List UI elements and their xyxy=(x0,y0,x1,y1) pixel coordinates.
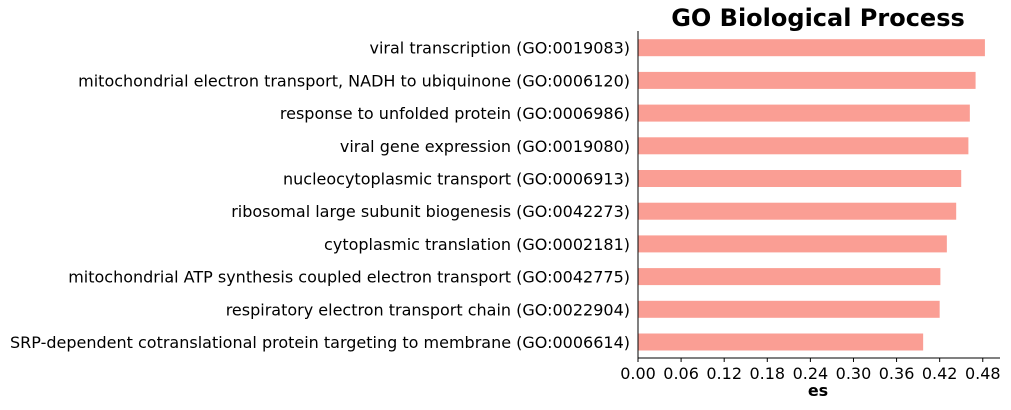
bar xyxy=(638,268,941,286)
x-tick-label: 0.12 xyxy=(706,364,742,383)
x-tick-label: 0.24 xyxy=(793,364,829,383)
chart-title: GO Biological Process xyxy=(671,4,965,32)
category-label: ribosomal large subunit biogenesis (GO:0… xyxy=(231,202,630,221)
bar xyxy=(638,333,924,351)
category-labels: viral transcription (GO:0019083) mitochon… xyxy=(10,39,630,352)
category-label: SRP-dependent cotranslational protein ta… xyxy=(10,333,630,352)
x-tick-label: 0.30 xyxy=(836,364,872,383)
category-label: viral transcription (GO:0019083) xyxy=(369,39,630,58)
x-tick-label: 0.00 xyxy=(620,364,656,383)
bar xyxy=(638,71,976,89)
category-label: viral gene expression (GO:0019080) xyxy=(340,137,630,156)
bar xyxy=(638,104,970,122)
bars-layer xyxy=(638,39,985,351)
bar xyxy=(638,202,957,220)
x-tick-label: 0.18 xyxy=(749,364,785,383)
category-label: mitochondrial electron transport, NADH t… xyxy=(78,71,630,90)
bar xyxy=(638,137,969,155)
bar xyxy=(638,170,962,187)
bar xyxy=(638,235,947,253)
x-tick-label: 0.42 xyxy=(922,364,958,383)
x-tick-label: 0.48 xyxy=(965,364,1001,383)
x-tick-label: 0.06 xyxy=(663,364,699,383)
x-axis-label: es xyxy=(808,381,828,400)
category-label: cytoplasmic translation (GO:0002181) xyxy=(324,235,630,254)
bar xyxy=(638,300,940,318)
category-label: nucleocytoplasmic transport (GO:0006913) xyxy=(283,170,630,189)
category-label: respiratory electron transport chain (GO… xyxy=(226,300,630,319)
category-label: response to unfolded protein (GO:0006986… xyxy=(280,104,630,123)
bar xyxy=(638,39,985,57)
x-tick-label: 0.36 xyxy=(879,364,915,383)
x-ticks: 0.00 0.06 0.12 0.18 0.24 0.30 0.36 0.42 0.48 xyxy=(620,358,1001,383)
category-label: mitochondrial ATP synthesis coupled elec… xyxy=(68,268,630,287)
